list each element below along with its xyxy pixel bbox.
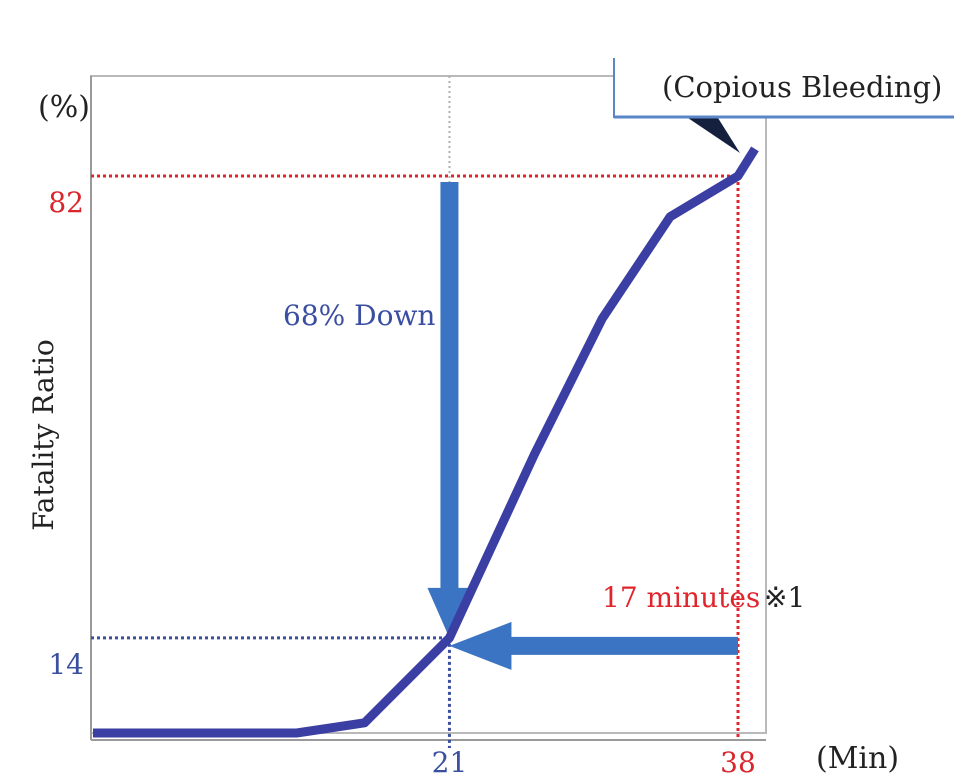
copious-bleeding-callout: (Copious Bleeding) [613, 58, 964, 153]
y-tick-label-14: 14 [48, 648, 84, 681]
callout-pointer [688, 118, 740, 153]
left-arrow [449, 621, 738, 670]
callout-text: (Copious Bleeding) [662, 70, 942, 104]
series-layer [93, 146, 759, 738]
tick-labels: 21 38 14 82 [48, 186, 755, 779]
down-label: 68% Down [283, 299, 435, 332]
x-tick-label-38: 38 [720, 746, 756, 779]
y-unit-label: (%) [38, 90, 90, 125]
callout-box [614, 58, 964, 118]
minutes-label: 17 minutes [602, 581, 760, 614]
x-tick-label-21: 21 [432, 746, 468, 779]
down-arrow [427, 182, 472, 638]
x-unit-label: (Min) [816, 741, 899, 776]
fatality-line [93, 146, 759, 738]
y-axis-title: Fatality Ratio [27, 339, 60, 531]
y-tick-label-82: 82 [48, 186, 84, 219]
arrows [427, 182, 738, 670]
minutes-note: ※1 [764, 581, 805, 614]
